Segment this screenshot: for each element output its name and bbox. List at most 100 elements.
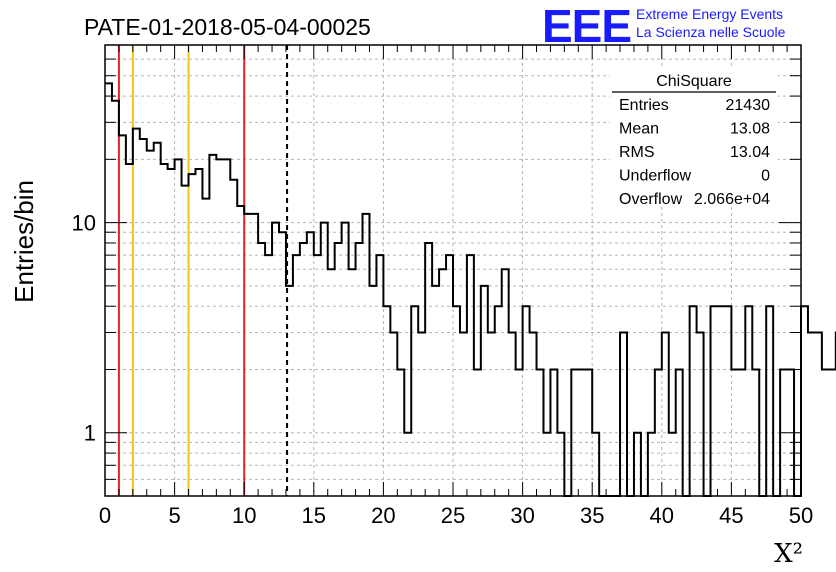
histogram-bin [543, 433, 550, 496]
histogram-bin [321, 223, 328, 496]
histogram-bin [363, 214, 370, 496]
histogram-series [105, 82, 836, 497]
histogram-bin [161, 164, 168, 496]
y-axis-label: Entries/bin [9, 180, 39, 303]
x-tick-label: 30 [510, 503, 534, 528]
stats-row-label: Overflow [619, 191, 683, 208]
histogram-bin [829, 369, 836, 496]
histogram-bin [140, 139, 147, 496]
stats-row-value: 2.066e+04 [694, 191, 770, 208]
histogram-bin [822, 369, 829, 496]
histogram-bin [356, 243, 363, 496]
histogram-bin [585, 369, 592, 496]
y-tick-label: 1 [84, 421, 96, 446]
histogram-bin [390, 332, 397, 496]
histogram-bin [418, 332, 425, 496]
histogram-bin [182, 186, 189, 496]
histogram-bin [550, 369, 557, 496]
histogram-bin [376, 255, 383, 496]
histogram-bin [411, 306, 418, 496]
histogram-bin [397, 369, 404, 496]
histogram-bin [258, 243, 265, 496]
histogram-bin [223, 159, 230, 496]
chart-title: PATE-01-2018-05-04-00025 [84, 14, 371, 40]
stats-row-value: 13.04 [730, 144, 770, 161]
histogram-bin [711, 306, 718, 496]
histogram-bin [717, 306, 724, 496]
histogram-bin [230, 180, 237, 496]
histogram-bin [530, 332, 537, 496]
stats-row-label: Entries [619, 97, 669, 114]
histogram-bin [216, 159, 223, 496]
histogram-bin [488, 332, 495, 496]
stats-row-value: 21430 [726, 97, 771, 114]
histogram-bin [244, 214, 251, 496]
histogram-bin [279, 232, 286, 496]
histogram-bin [209, 155, 216, 496]
histogram-bin [662, 332, 669, 496]
histogram-bin [738, 369, 745, 496]
histogram-bin [189, 174, 196, 496]
histogram-bin [251, 214, 258, 496]
x-tick-label: 5 [168, 503, 180, 528]
x-tick-label: 0 [99, 503, 111, 528]
histogram-bin [669, 433, 676, 496]
stats-box: ChiSquare Entries 21430 Mean 13.08 RMS 13.04 U… [610, 69, 778, 208]
histogram-bin [272, 223, 279, 496]
histogram-bin [592, 433, 599, 496]
x-axis-label: X² [774, 539, 803, 569]
histogram-bin [237, 206, 244, 496]
histogram-bin [453, 306, 460, 496]
stats-row-label: Mean [619, 121, 659, 138]
histogram-bin [446, 255, 453, 496]
axis-ticks [104, 45, 802, 496]
histogram-bin [724, 306, 731, 496]
stats-row-value: 13.08 [730, 121, 770, 138]
histogram-bin [383, 306, 390, 496]
histogram-bin [369, 286, 376, 496]
x-tick-label: 45 [719, 503, 743, 528]
histogram-bin [154, 143, 161, 496]
histogram-bin [537, 369, 544, 496]
eee-logo-text: EEE [542, 0, 631, 52]
histogram-bin [808, 332, 815, 496]
histogram-bin [467, 255, 474, 496]
histogram-bin [766, 306, 773, 496]
histogram-bin [202, 199, 209, 496]
eee-logo: EEE Extreme Energy Events La Scienza nel… [542, 0, 786, 52]
histogram-bin [481, 286, 488, 496]
histogram-bin [328, 269, 335, 496]
histogram-bin [335, 243, 342, 496]
stats-row-label: Underflow [619, 168, 691, 185]
histogram-bin [578, 369, 585, 496]
histogram-bin [112, 101, 119, 496]
histogram-outline [105, 82, 836, 497]
histogram-bin [404, 433, 411, 496]
histogram-bin [502, 269, 509, 496]
histogram-bin [620, 332, 627, 496]
histogram-bin [516, 369, 523, 496]
histogram-bin [460, 332, 467, 496]
histogram-bin [293, 255, 300, 496]
x-tick-label: 50 [789, 503, 813, 528]
stats-row-label: RMS [619, 144, 655, 161]
histogram-bin [655, 369, 662, 496]
stats-name: ChiSquare [656, 73, 732, 90]
histogram-bin [314, 255, 321, 496]
histogram-bin [509, 332, 516, 496]
x-tick-label: 15 [302, 503, 326, 528]
histogram-bin [147, 151, 154, 496]
logo-line-2: La Scienza nelle Scuole [636, 24, 786, 40]
x-tick-label: 35 [580, 503, 604, 528]
histogram-bin [439, 269, 446, 496]
logo-line-1: Extreme Energy Events [636, 6, 783, 22]
histogram-bin [731, 369, 738, 496]
histogram-bin [815, 332, 822, 496]
histogram-bin [168, 169, 175, 496]
histogram-bin [648, 433, 655, 496]
histogram-bin [495, 306, 502, 496]
histogram-bin [523, 306, 530, 496]
histogram-bin [349, 269, 356, 496]
histogram-bin [571, 369, 578, 496]
